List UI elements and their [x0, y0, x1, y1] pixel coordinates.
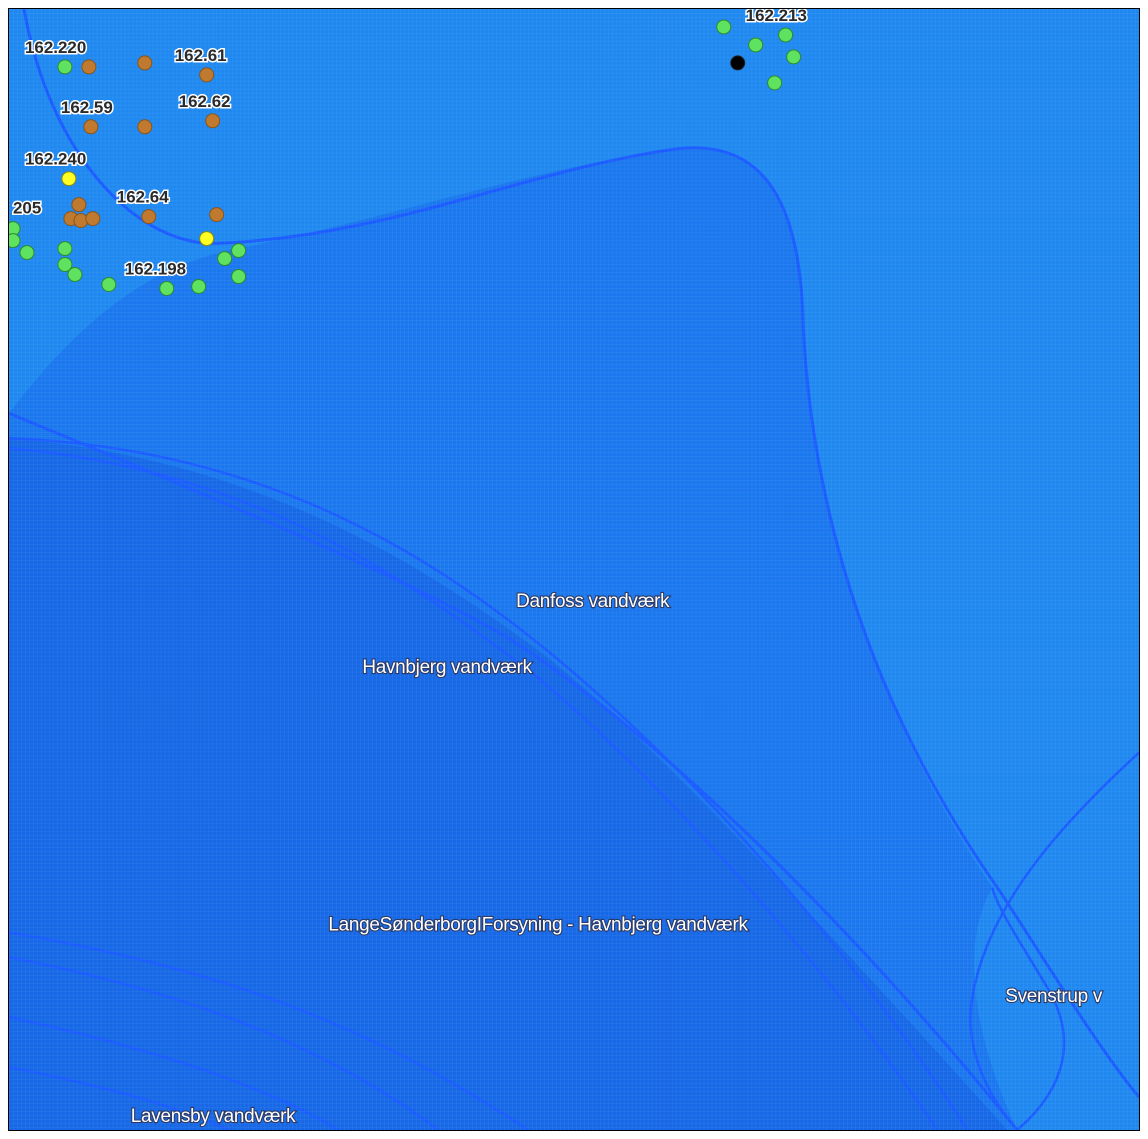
- well-marker[interactable]: [137, 55, 153, 71]
- area-label-havnbjerg: Havnbjerg vandværk: [362, 657, 532, 678]
- well-marker[interactable]: [101, 277, 117, 292]
- well-marker[interactable]: [786, 49, 802, 65]
- well-label: 162.59: [61, 98, 113, 117]
- wells-orange: [63, 55, 225, 229]
- wells-yellow: [61, 171, 215, 247]
- well-marker[interactable]: [137, 119, 153, 135]
- area-label-danfoss: Danfoss vandværk: [516, 591, 670, 612]
- well-marker[interactable]: [9, 233, 21, 249]
- well-marker[interactable]: [159, 281, 175, 296]
- well-marker[interactable]: [57, 241, 73, 257]
- well-label: 205: [13, 199, 41, 218]
- well-marker-black[interactable]: [730, 55, 746, 71]
- well-marker[interactable]: [57, 257, 73, 273]
- well-label: 162.62: [179, 92, 231, 111]
- map-canvas[interactable]: 162.213 162.220 162.61 162.59 162.62 162…: [9, 9, 1139, 1130]
- well-marker[interactable]: [85, 211, 101, 227]
- well-marker[interactable]: [217, 251, 233, 267]
- well-marker[interactable]: [716, 19, 732, 35]
- area-label-lavensby: Lavensby vandværk: [131, 1106, 296, 1127]
- well-marker[interactable]: [81, 59, 97, 75]
- well-marker[interactable]: [71, 197, 87, 213]
- well-marker[interactable]: [141, 209, 157, 225]
- well-label: 162.220: [25, 38, 86, 57]
- grid-overlay: [9, 9, 1139, 1130]
- well-marker[interactable]: [231, 243, 247, 259]
- well-label: 162.213: [746, 9, 807, 25]
- well-marker[interactable]: [767, 75, 783, 91]
- well-marker[interactable]: [199, 231, 215, 247]
- well-label: 162.61: [175, 46, 227, 65]
- well-marker[interactable]: [61, 171, 77, 187]
- well-marker[interactable]: [778, 27, 794, 43]
- area-label-svenstrup: Svenstrup v: [1005, 986, 1103, 1007]
- well-label: 162.198: [125, 260, 186, 279]
- well-marker[interactable]: [57, 59, 73, 75]
- well-label: 162.64: [117, 188, 169, 207]
- well-marker[interactable]: [83, 119, 99, 135]
- well-label: 162.240: [25, 150, 86, 169]
- wells-green: [9, 19, 802, 296]
- well-marker[interactable]: [209, 207, 225, 223]
- well-marker[interactable]: [199, 67, 215, 83]
- well-marker[interactable]: [19, 245, 35, 261]
- well-marker[interactable]: [231, 269, 247, 285]
- area-label-lange: LangeSønderborgIForsyning - Havnbjerg va…: [328, 914, 748, 935]
- well-marker[interactable]: [67, 267, 83, 283]
- well-marker[interactable]: [748, 37, 764, 53]
- well-marker[interactable]: [205, 113, 221, 129]
- map-frame: 162.213 162.220 162.61 162.59 162.62 162…: [8, 8, 1140, 1131]
- well-marker[interactable]: [191, 279, 207, 294]
